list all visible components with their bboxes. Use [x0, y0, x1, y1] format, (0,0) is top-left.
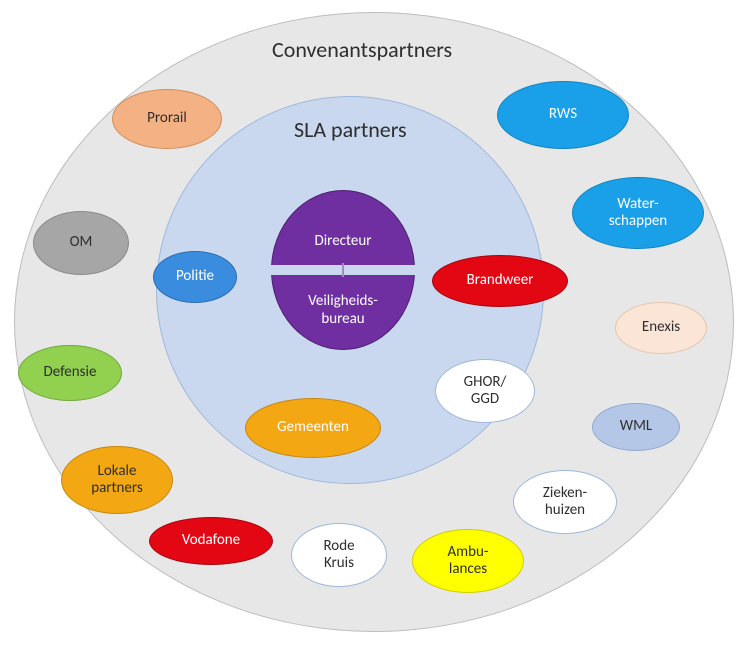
core-top: Directeur: [271, 190, 415, 265]
outer-node-defensie: Defensie: [18, 345, 122, 401]
core-bottom-label: Veiligheids- bureau: [308, 292, 378, 328]
core-ellipse: Directeur Veiligheids- bureau: [271, 190, 415, 350]
outer-node-rodekruis-label: Rode Kruis: [323, 538, 354, 573]
outer-node-waterschappen-label: Water- schappen: [609, 196, 667, 231]
outer-node-rodekruis: Rode Kruis: [291, 523, 387, 587]
outer-node-defensie-label: Defensie: [44, 364, 97, 381]
outer-node-lokale: Lokale partners: [61, 446, 173, 514]
outer-node-ambulances-label: Ambu- lances: [447, 544, 488, 579]
outer-node-prorail: Prorail: [112, 89, 222, 149]
core-connector: [342, 263, 344, 277]
core-bottom: Veiligheids- bureau: [271, 275, 415, 350]
outer-node-vodafone: Vodafone: [149, 517, 273, 565]
inner-node-ghor-label: GHOR/ GGD: [464, 374, 507, 409]
inner-node-politie: Politie: [153, 251, 237, 303]
outer-node-om: OM: [33, 211, 129, 275]
outer-node-vodafone-label: Vodafone: [182, 532, 240, 549]
outer-node-rws: RWS: [497, 81, 629, 149]
outer-node-prorail-label: Prorail: [147, 110, 187, 127]
inner-node-politie-label: Politie: [176, 268, 214, 285]
diagram-stage: Convenantspartners SLA partners Directeur V…: [0, 0, 748, 645]
outer-node-wml: WML: [592, 403, 680, 451]
outer-node-waterschappen: Water- schappen: [572, 177, 704, 249]
outer-node-ambulances: Ambu- lances: [412, 529, 524, 593]
outer-node-enexis-label: Enexis: [642, 319, 680, 336]
outer-node-om-label: OM: [70, 234, 93, 251]
inner-node-ghor: GHOR/ GGD: [435, 359, 535, 423]
outer-node-ziekenhuizen-label: Zieken- huizen: [543, 485, 587, 520]
outer-node-rws-label: RWS: [549, 106, 577, 123]
outer-node-ziekenhuizen: Zieken- huizen: [513, 470, 617, 534]
inner-ring-label: SLA partners: [294, 116, 407, 143]
inner-node-gemeenten: Gemeenten: [245, 398, 381, 458]
inner-node-gemeenten-label: Gemeenten: [277, 419, 349, 436]
core-top-label: Directeur: [315, 232, 372, 250]
outer-ring-label: Convenantspartners: [272, 36, 452, 63]
outer-node-wml-label: WML: [620, 418, 652, 435]
inner-node-brandweer-label: Brandweer: [467, 272, 534, 289]
outer-node-lokale-label: Lokale partners: [91, 463, 143, 498]
outer-node-enexis: Enexis: [615, 302, 707, 354]
inner-node-brandweer: Brandweer: [432, 255, 568, 307]
